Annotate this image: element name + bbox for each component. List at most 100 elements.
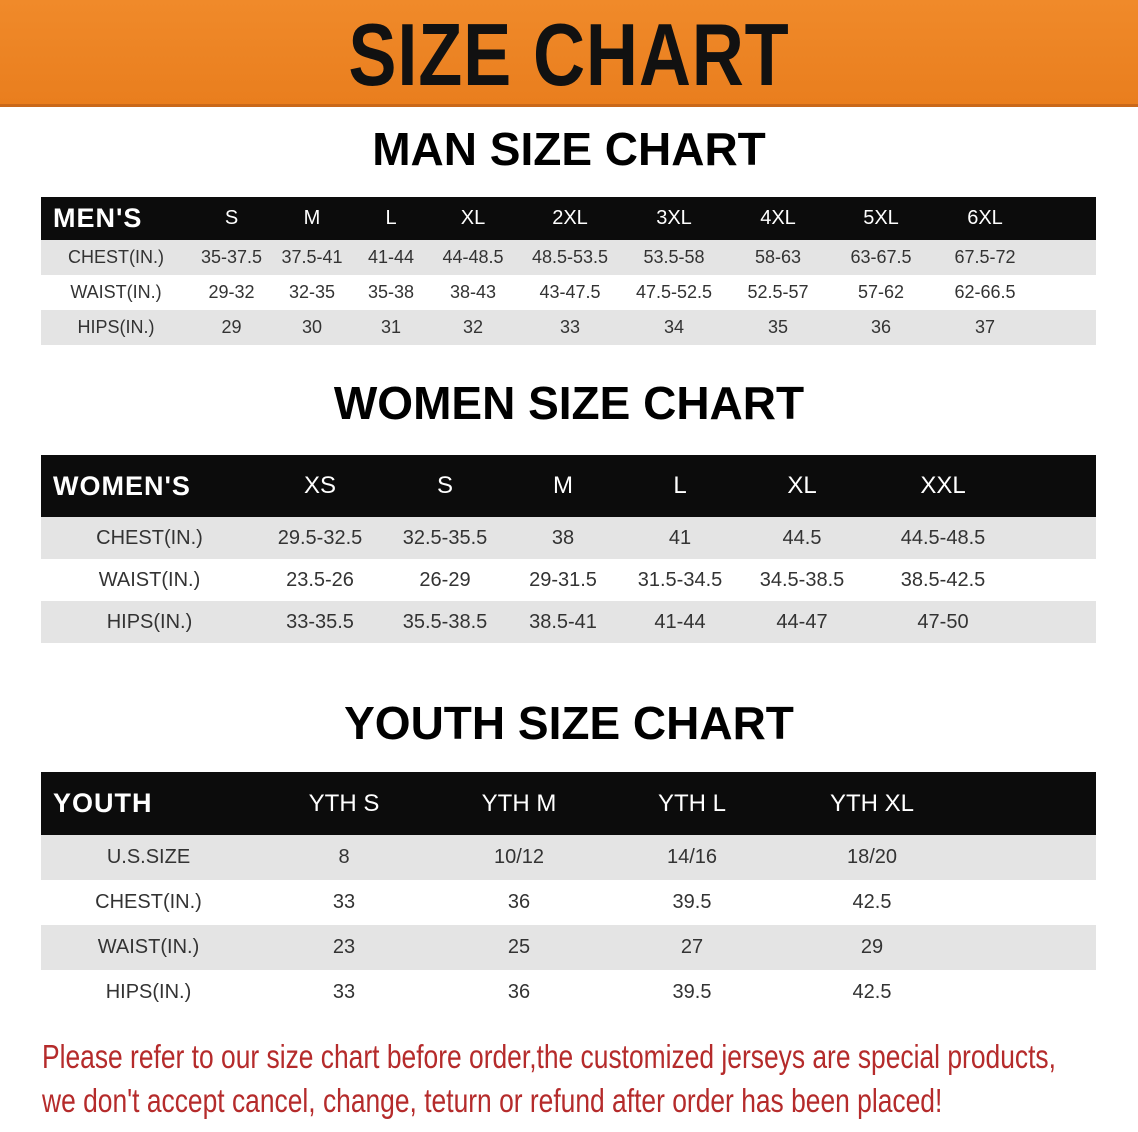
table-cell: 42.5 [852, 981, 892, 1003]
men-size-table: MEN'S S M L XL 2XL 3XL 4XL 5XL 6XL CHEST(IN.) 35-37… [41, 197, 1096, 345]
size-column-header: M [303, 207, 321, 229]
table-header-row: MEN'S S M L XL 2XL 3XL 4XL 5XL 6XL [41, 197, 1096, 240]
row-label: HIPS(IN.) [105, 981, 192, 1003]
table-cell: 42.5 [852, 891, 892, 913]
table-cell: 25 [507, 936, 531, 958]
youth-section-title: YOUTH SIZE CHART [344, 697, 794, 749]
table-row: CHEST(IN.) 29.5-32.5 32.5-35.5 38 41 44.5 44.5… [41, 517, 1096, 559]
table-cell: 47.5-52.5 [635, 282, 713, 302]
table-cell: 62-66.5 [954, 282, 1016, 302]
table-header-label: WOMEN'S [53, 470, 191, 501]
table-cell: 32 [462, 317, 484, 337]
size-column-header: YTH L [657, 789, 726, 817]
table-cell: 30 [301, 317, 323, 337]
size-column-header: 4XL [760, 207, 796, 229]
row-label: CHEST(IN.) [68, 247, 164, 267]
table-row: HIPS(IN.) 33-35.5 35.5-38.5 38.5-41 41-44 44-… [41, 601, 1096, 643]
table-cell: 35-38 [367, 282, 415, 302]
row-label: CHEST(IN.) [96, 526, 203, 549]
table-cell: 35-37.5 [200, 247, 263, 267]
size-column-header: YTH S [308, 789, 380, 817]
table-cell: 33 [559, 317, 581, 337]
table-cell: 52.5-57 [747, 282, 809, 302]
table-cell: 10/12 [493, 846, 545, 868]
table-cell: 35.5-38.5 [402, 610, 488, 633]
size-column-header: 5XL [863, 207, 899, 229]
table-cell: 23.5-26 [286, 568, 354, 591]
table-cell: 37.5-41 [281, 247, 343, 267]
row-label: CHEST(IN.) [95, 891, 202, 913]
table-cell: 47-50 [917, 610, 969, 633]
table-cell: 14/16 [666, 846, 718, 868]
table-cell: 39.5 [672, 981, 712, 1003]
table-row: HIPS(IN.) 29 30 31 32 33 34 35 36 37 [41, 310, 1096, 345]
table-cell: 38-43 [449, 282, 497, 302]
table-header-label: MEN'S [53, 203, 143, 233]
table-row: WAIST(IN.) 23.5-26 26-29 29-31.5 31.5-34.5 34… [41, 559, 1096, 601]
banner: SIZE CHART [0, 0, 1138, 107]
table-cell: 33 [332, 891, 356, 913]
table-cell: 36 [507, 981, 531, 1003]
size-column-header: YTH XL [829, 789, 915, 817]
notice-line-1: Please refer to our size chart before or… [42, 1038, 1056, 1075]
table-cell: 44-48.5 [442, 247, 504, 267]
table-cell: 37 [974, 317, 996, 337]
row-label: WAIST(IN.) [98, 568, 201, 591]
table-cell: 32-35 [288, 282, 336, 302]
size-column-header: 3XL [656, 207, 692, 229]
table-cell: 35 [767, 317, 789, 337]
table-cell: 41-44 [367, 247, 415, 267]
table-cell: 44-47 [776, 610, 828, 633]
table-cell: 29 [860, 936, 884, 958]
table-cell: 29 [221, 317, 242, 337]
table-row: CHEST(IN.) 35-37.5 37.5-41 41-44 44-48.5 48.5… [41, 240, 1096, 275]
table-cell: 18/20 [846, 846, 898, 868]
table-row: WAIST(IN.) 29-32 32-35 35-38 38-43 43-47.5 47.… [41, 275, 1096, 310]
table-cell: 34.5-38.5 [759, 568, 845, 591]
size-column-header: YTH M [481, 789, 557, 817]
table-cell: 31 [380, 317, 402, 337]
size-column-header: S [224, 207, 239, 229]
table-cell: 39.5 [672, 891, 712, 913]
table-cell: 58-63 [754, 247, 802, 267]
table-cell: 38.5-42.5 [900, 568, 986, 591]
size-column-header: XS [303, 472, 336, 499]
size-column-header: XXL [920, 472, 966, 499]
table-cell: 8 [338, 846, 350, 868]
table-cell: 26-29 [419, 568, 471, 591]
size-column-header: S [436, 472, 453, 499]
table-header-row: WOMEN'S XS S M L XL XXL [41, 455, 1096, 517]
table-cell: 43-47.5 [539, 282, 601, 302]
table-header-row: YOUTH YTH S YTH M YTH L YTH XL [41, 772, 1096, 835]
table-cell: 44.5 [782, 526, 822, 549]
size-column-header: 6XL [967, 207, 1003, 229]
size-column-header: 2XL [552, 207, 588, 229]
size-column-header: XL [787, 472, 817, 499]
table-cell: 63-67.5 [850, 247, 912, 267]
table-cell: 33-35.5 [286, 610, 354, 633]
table-cell: 29-31.5 [529, 568, 597, 591]
women-section-title: WOMEN SIZE CHART [333, 377, 805, 429]
table-cell: 34 [663, 317, 685, 337]
size-column-header: L [673, 472, 687, 499]
size-column-header: XL [460, 207, 486, 229]
size-column-header: L [385, 207, 397, 229]
women-size-table: WOMEN'S XS S M L XL XXL CHEST(IN.) 29.5-32.5 32.5… [41, 455, 1096, 643]
banner-title: SIZE CHART [348, 5, 790, 104]
table-cell: 41-44 [654, 610, 706, 633]
table-cell: 41 [668, 526, 692, 549]
table-header-label: YOUTH [53, 788, 153, 818]
row-label: WAIST(IN.) [97, 936, 200, 958]
table-cell: 29.5-32.5 [277, 526, 363, 549]
table-cell: 27 [680, 936, 704, 958]
table-cell: 38.5-41 [529, 610, 597, 633]
size-column-header: M [553, 472, 573, 499]
table-cell: 57-62 [857, 282, 905, 302]
row-label: HIPS(IN.) [106, 610, 193, 633]
table-row: CHEST(IN.) 33 36 39.5 42.5 [41, 880, 1096, 925]
table-cell: 36 [870, 317, 892, 337]
table-cell: 38 [551, 526, 575, 549]
row-label: U.S.SIZE [106, 846, 191, 868]
table-cell: 44.5-48.5 [900, 526, 986, 549]
table-row: HIPS(IN.) 33 36 39.5 42.5 [41, 970, 1096, 1015]
